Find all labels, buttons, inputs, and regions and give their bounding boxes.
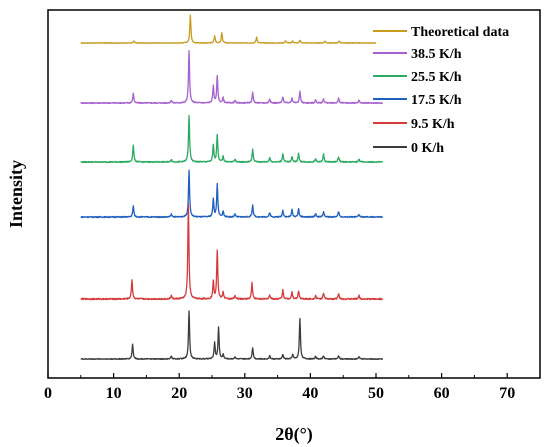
series-line	[80, 169, 384, 219]
plot-frame	[47, 9, 541, 379]
series-line	[80, 14, 377, 44]
x-tick-label: 10	[106, 385, 122, 402]
y-axis-label: Intensity	[6, 160, 26, 228]
legend-label: 17.5 K/h	[411, 93, 462, 108]
x-tick-label: 40	[302, 385, 318, 402]
series-line	[80, 114, 384, 164]
legend-label: 0 K/h	[411, 141, 444, 156]
legend-label: Theoretical data	[411, 25, 509, 40]
legend-label: 9.5 K/h	[411, 117, 455, 132]
axes: 0 10 20 30 40 50 60 70	[44, 373, 515, 402]
series-lines	[80, 14, 384, 361]
legend-label: 38.5 K/h	[411, 47, 462, 62]
x-tick-label: 0	[44, 385, 52, 402]
legend-label: 25.5 K/h	[411, 70, 462, 85]
x-tick-label: 30	[237, 385, 253, 402]
plot-area	[47, 9, 541, 379]
x-tick-label: 60	[434, 385, 450, 402]
x-axis-label: 2θ(°)	[275, 424, 313, 445]
series-line	[80, 49, 384, 105]
series-line	[80, 310, 384, 361]
legend: Theoretical data 38.5 K/h 25.5 K/h 17.5 K/h…	[373, 25, 509, 156]
series-line	[80, 203, 384, 301]
x-tick-label: 50	[368, 385, 384, 402]
x-tick-label: 20	[171, 385, 187, 402]
x-tick-label: 70	[499, 385, 515, 402]
